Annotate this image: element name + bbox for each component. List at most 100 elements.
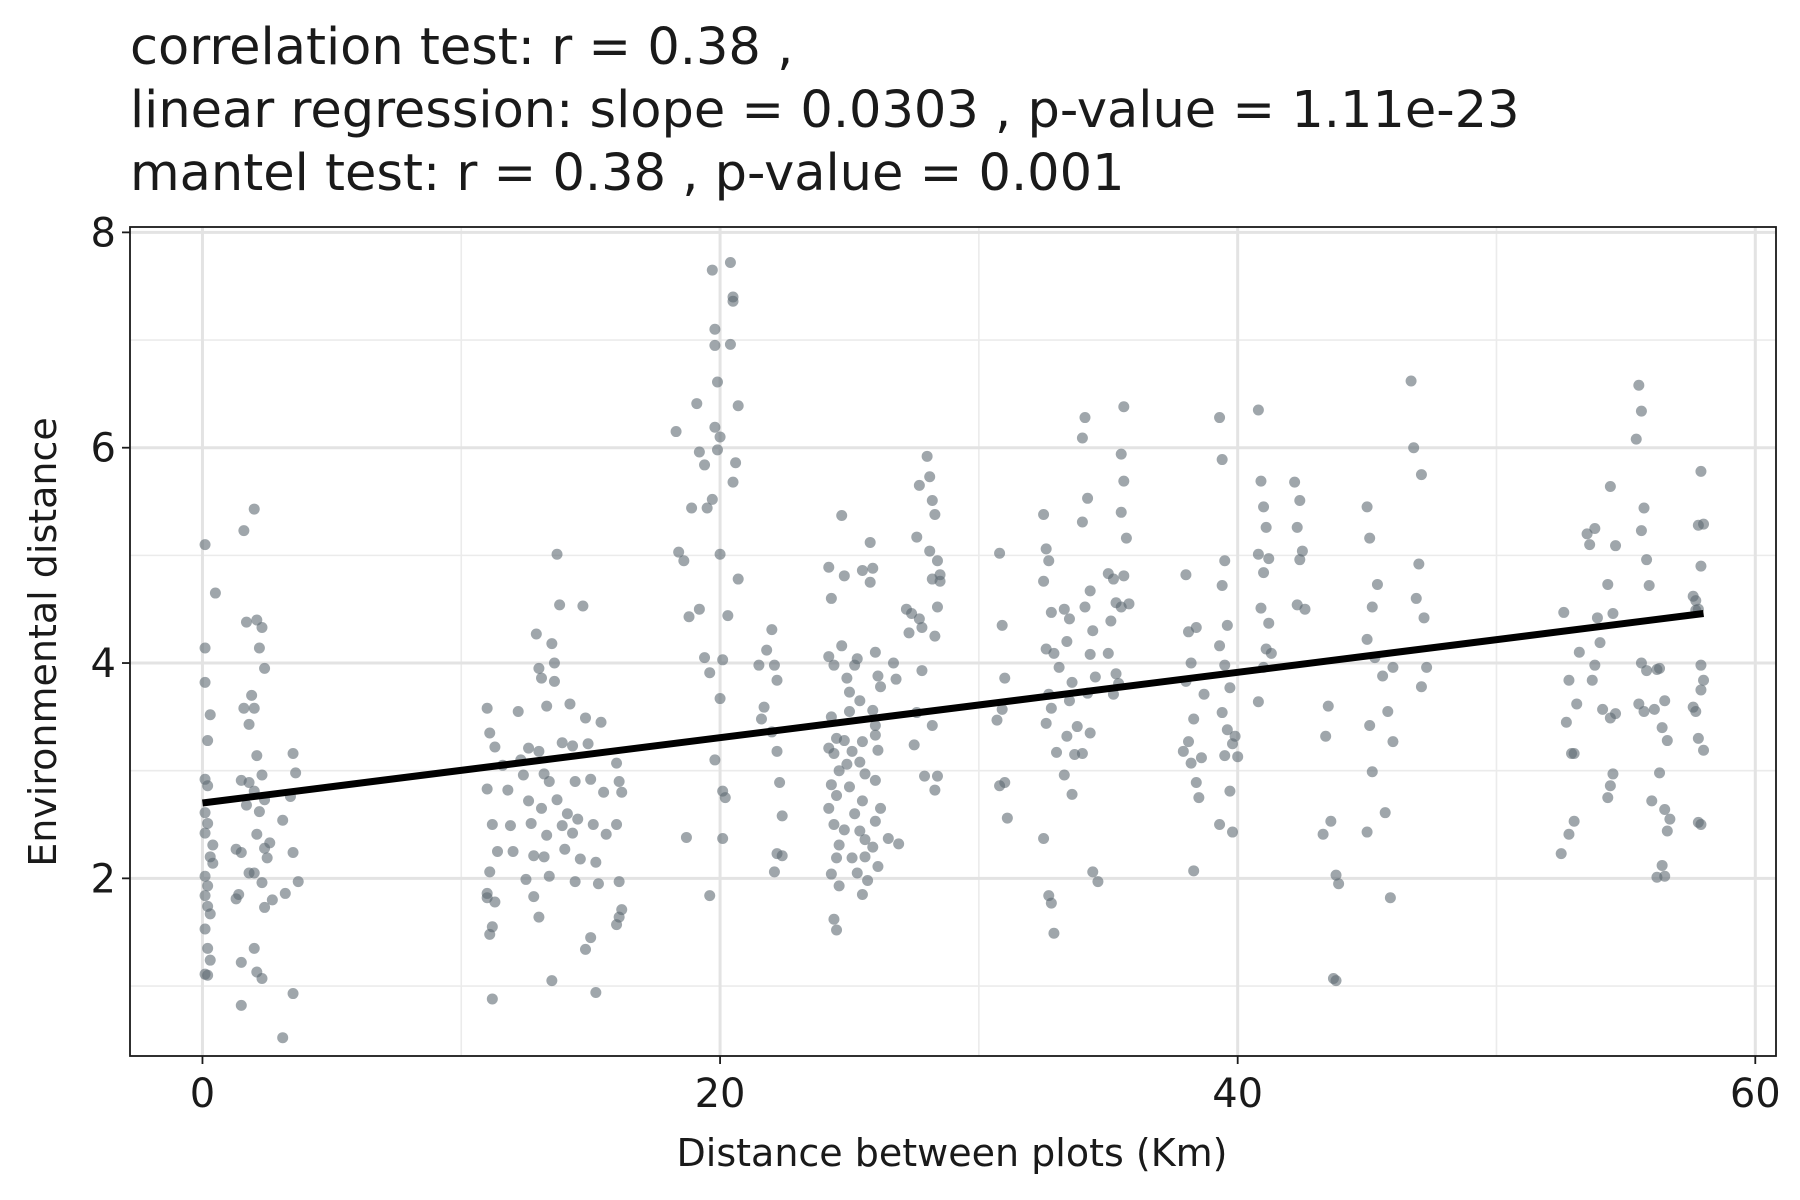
data-point — [776, 850, 788, 862]
data-point — [1087, 625, 1099, 637]
data-point — [994, 547, 1006, 559]
data-point — [823, 802, 835, 814]
data-point — [235, 956, 247, 968]
data-point — [919, 770, 931, 782]
data-point — [533, 911, 545, 923]
data-point — [836, 640, 848, 652]
data-point — [1330, 869, 1342, 881]
data-point — [1180, 569, 1192, 581]
data-point — [256, 972, 268, 984]
data-point — [1190, 622, 1202, 634]
data-point — [1079, 601, 1091, 613]
data-point — [1195, 752, 1207, 764]
data-point — [1597, 703, 1609, 715]
data-point — [1656, 859, 1668, 871]
data-point — [823, 651, 835, 663]
data-point — [828, 659, 840, 671]
data-point — [921, 450, 933, 462]
data-point — [1107, 573, 1119, 585]
data-point — [1659, 870, 1671, 882]
data-point — [1361, 826, 1373, 838]
data-point — [551, 548, 563, 560]
data-point — [931, 601, 943, 613]
data-point — [1555, 848, 1567, 860]
data-point — [1410, 592, 1422, 604]
data-point — [1193, 792, 1205, 804]
data-point — [209, 587, 221, 599]
data-point — [1216, 580, 1228, 592]
data-point — [1661, 825, 1673, 837]
data-point — [869, 815, 881, 827]
data-point — [755, 713, 767, 725]
data-point — [1118, 475, 1130, 487]
data-point — [507, 845, 519, 857]
data-point — [859, 834, 871, 846]
data-point — [1188, 865, 1200, 877]
data-point — [1325, 815, 1337, 827]
data-point — [717, 654, 729, 666]
data-point — [1692, 732, 1704, 744]
data-point — [207, 857, 219, 869]
data-point — [1082, 492, 1094, 504]
data-point — [864, 536, 876, 548]
data-point — [1102, 647, 1114, 659]
data-point — [489, 741, 501, 753]
data-point — [1641, 665, 1653, 677]
data-point — [202, 969, 214, 981]
data-point — [1690, 705, 1702, 717]
data-point — [727, 295, 739, 307]
data-point — [1659, 803, 1671, 815]
data-point — [846, 852, 858, 864]
data-point — [556, 820, 568, 832]
data-point — [1366, 766, 1378, 778]
data-point — [924, 545, 936, 557]
data-point — [1252, 696, 1264, 708]
data-point — [484, 928, 496, 940]
data-point — [1646, 795, 1658, 807]
data-point — [1294, 554, 1306, 566]
axis-ticks: 0 20 40 60 2 4 6 8 — [91, 210, 1781, 1117]
data-point — [724, 257, 736, 269]
data-point — [585, 773, 597, 785]
data-point — [1294, 494, 1306, 506]
y-axis-label: Environmental distance — [21, 417, 65, 867]
data-point — [1377, 670, 1389, 682]
data-point — [931, 555, 943, 567]
data-point — [546, 638, 558, 650]
data-point — [1265, 647, 1277, 659]
data-point — [1584, 539, 1596, 551]
data-point — [292, 876, 304, 888]
data-point — [541, 700, 553, 712]
data-point — [230, 893, 242, 905]
data-point — [724, 338, 736, 350]
data-point — [613, 911, 625, 923]
data-point — [1591, 612, 1603, 624]
data-point — [758, 701, 770, 713]
data-point — [1045, 897, 1057, 909]
data-point — [1415, 681, 1427, 693]
data-point — [1690, 595, 1702, 607]
data-point — [1214, 412, 1226, 424]
data-point — [916, 665, 928, 677]
data-point — [1560, 716, 1572, 728]
data-point — [528, 891, 540, 903]
data-point — [872, 861, 884, 873]
data-point — [875, 802, 887, 814]
data-point — [1260, 521, 1272, 533]
data-point — [202, 780, 214, 792]
data-point — [1415, 469, 1427, 481]
data-point — [838, 570, 850, 582]
data-point — [577, 600, 589, 612]
data-point — [502, 784, 514, 796]
data-point — [1252, 404, 1264, 416]
data-point — [559, 843, 571, 855]
data-point — [1698, 674, 1710, 686]
x-tick-label: 40 — [1212, 1071, 1263, 1117]
data-point — [1371, 578, 1383, 590]
data-point — [1382, 705, 1394, 717]
data-point — [1643, 580, 1655, 592]
data-point — [1602, 578, 1614, 590]
data-point — [673, 546, 685, 558]
data-point — [1641, 554, 1653, 566]
